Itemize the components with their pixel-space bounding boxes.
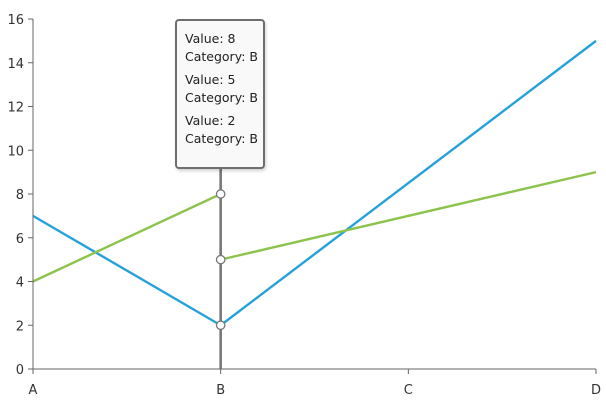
tooltip-value: Value: 5: [185, 72, 236, 87]
y-tick-label: 10: [7, 144, 24, 159]
tooltip-entry: Value: 5 Category: B: [185, 71, 263, 107]
y-tick-label: 12: [7, 101, 24, 116]
tooltip-category: Category: B: [185, 49, 258, 64]
tooltip-entry: Value: 8 Category: B: [185, 30, 263, 66]
y-tick-label: 2: [16, 319, 24, 334]
series-line: [32, 39, 597, 327]
series-line-segment: [220, 170, 597, 261]
series-line-segment: [32, 192, 222, 283]
axis-layer: 0 2 4 6 8 10 12 14 16 A B C D: [7, 13, 601, 398]
x-tick-label: D: [591, 383, 601, 398]
x-tick-label: C: [404, 383, 413, 398]
y-tick-label: 6: [16, 232, 24, 247]
series-layer: [32, 39, 597, 327]
y-tick-label: 16: [7, 13, 24, 28]
crosshair-point: [215, 254, 226, 265]
y-tick-label: 8: [16, 188, 24, 203]
x-tick-label: B: [216, 383, 225, 398]
y-tick-label: 14: [7, 57, 24, 72]
y-tick-label: 0: [16, 363, 24, 378]
crosshair-point: [215, 189, 226, 199]
tooltip-value: Value: 8: [185, 31, 236, 46]
marker-layer: [215, 189, 226, 331]
x-tick-label: A: [29, 383, 38, 398]
y-tick-label: 4: [16, 276, 24, 291]
tooltip: Value: 8 Category: B Value: 5 Category: …: [175, 19, 265, 169]
tooltip-value: Value: 2: [185, 113, 236, 128]
crosshair-point: [215, 320, 226, 331]
tooltip-category: Category: B: [185, 90, 258, 105]
tooltip-category: Category: B: [185, 131, 258, 146]
tooltip-entry: Value: 2 Category: B: [185, 112, 263, 148]
